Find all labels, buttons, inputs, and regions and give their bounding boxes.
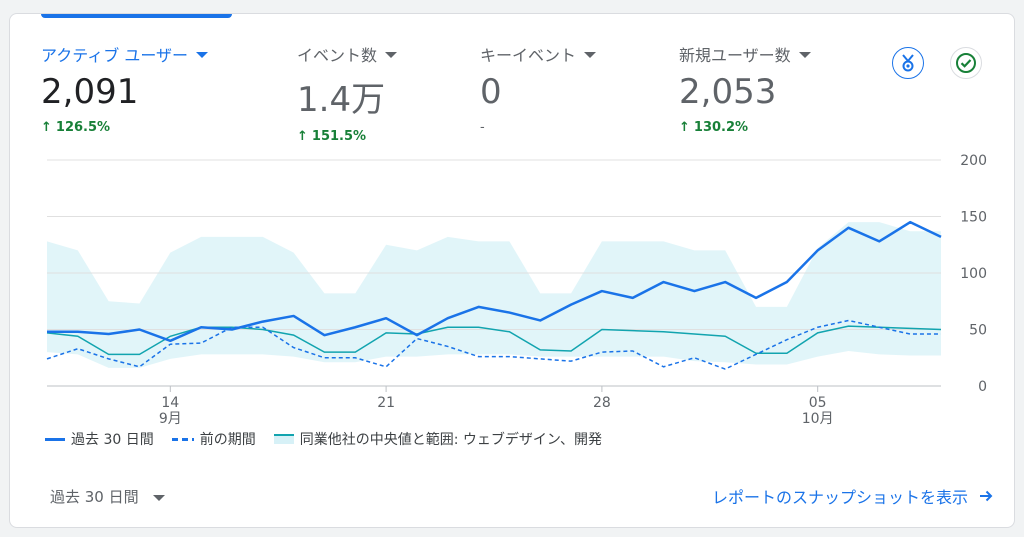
metric-active-users[interactable]: アクティブ ユーザー 2,091 ↑ 126.5% [41,42,209,135]
x-tick-label: 14 [161,395,179,411]
caret-down-icon [196,52,209,58]
metric-title-dropdown[interactable]: アクティブ ユーザー [41,42,209,66]
caret-down-icon [152,494,165,501]
x-month-label: 9月 [159,411,182,426]
arrow-up-icon: ↑ [679,120,690,135]
active-metric-indicator [41,14,232,18]
band-swatch [273,434,294,444]
x-month-label: 10月 [802,411,834,426]
change-value: 151.5% [311,129,367,144]
data-quality-button[interactable] [950,47,982,79]
arrow-up-icon: ↑ [297,129,308,144]
legend-label: 同業他社の中央値と範囲: ウェブデザイン、開発 [299,432,603,448]
change-value: 126.5% [55,120,111,135]
check-circle-icon [956,53,976,73]
metric-value: 1.4万 [297,80,386,120]
y-tick-label: 150 [960,210,987,226]
metric-change: ↑ 151.5% [297,129,397,144]
metric-title-label: アクティブ ユーザー [41,46,189,65]
caret-down-icon [385,52,398,58]
legend-label: 前の期間 [199,432,256,448]
legend-item-benchmark[interactable]: 同業他社の中央値と範囲: ウェブデザイン、開発 [273,429,603,449]
insights-button[interactable] [892,47,924,79]
metric-new-users[interactable]: 新規ユーザー数 2,053 ↑ 130.2% [679,42,811,135]
x-tick-label: 21 [377,395,395,411]
chart-legend: 過去 30 日間 前の期間 同業他社の中央値と範囲: ウェブデザイン、開発 [45,429,602,449]
metric-value: 2,053 [679,72,777,112]
date-range-label: 過去 30 日間 [50,488,139,506]
metric-title-dropdown[interactable]: イベント数 [297,42,398,66]
view-snapshot-link[interactable]: レポートのスナップショットを表示 [712,484,994,508]
metric-change: - [480,120,596,135]
overview-card: アクティブ ユーザー 2,091 ↑ 126.5% イベント数 1.4万 ↑ 1… [9,13,1015,528]
x-tick-label: 05 [809,395,827,411]
arrow-right-icon [980,490,993,502]
caret-down-icon [798,52,811,58]
caret-down-icon [584,52,597,58]
change-value: - [480,120,485,135]
metric-value: 0 [480,72,502,112]
metric-title-label: イベント数 [297,46,378,65]
dashed-line-swatch [171,437,194,441]
line-chart-svg: 200 150 100 50 0 14 21 28 05 9月 10月 [46,153,987,427]
metric-event-count[interactable]: イベント数 1.4万 ↑ 151.5% [297,42,398,144]
legend-label: 過去 30 日間 [71,432,154,448]
insights-badge-icon [902,54,914,72]
metric-title-label: キーイベント [480,46,577,65]
snapshot-link-label: レポートのスナップショットを表示 [711,488,968,507]
arrow-up-icon: ↑ [41,120,52,135]
metric-title-dropdown[interactable]: 新規ユーザー数 [679,42,811,66]
benchmark-range-band [47,222,941,368]
date-range-dropdown[interactable]: 過去 30 日間 [50,486,165,507]
trend-chart: 200 150 100 50 0 14 21 28 05 9月 10月 [10,146,1014,427]
current-period-line [47,220,942,343]
y-tick-label: 50 [969,323,987,339]
previous-period-line [46,319,941,370]
y-tick-label: 200 [960,153,987,169]
change-value: 130.2% [693,120,749,135]
metric-change: ↑ 130.2% [679,120,811,135]
metric-title-dropdown[interactable]: キーイベント [480,42,597,66]
y-tick-label: 0 [978,379,987,395]
metric-value: 2,091 [41,72,139,112]
legend-item-previous[interactable]: 前の期間 [171,429,256,449]
solid-line-swatch [45,437,65,441]
x-tick-label: 28 [593,395,611,411]
metric-change: ↑ 126.5% [41,120,208,135]
y-tick-label: 100 [960,266,987,282]
legend-item-current[interactable]: 過去 30 日間 [45,429,154,449]
metric-key-events[interactable]: キーイベント 0 - [480,42,597,135]
metric-title-label: 新規ユーザー数 [679,46,791,65]
